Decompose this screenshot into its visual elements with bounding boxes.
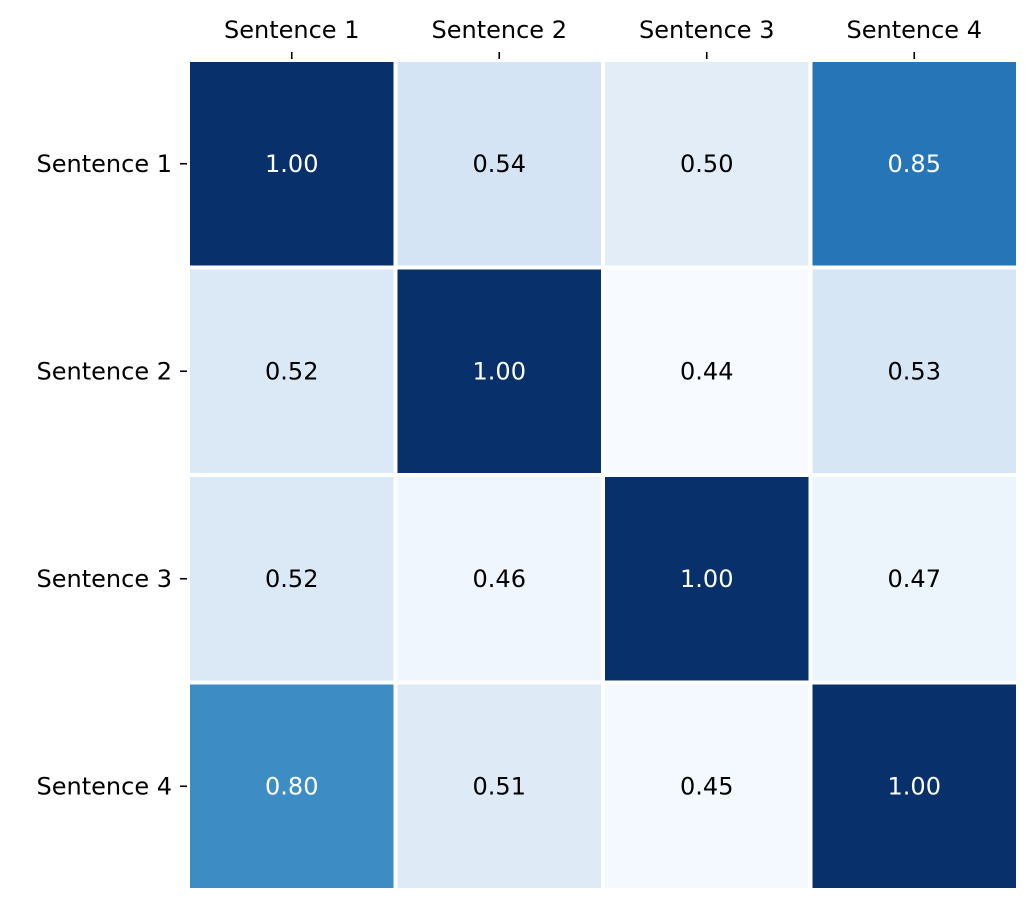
heatmap-cell-r2-c1 xyxy=(190,269,394,473)
cell-value-label-r1-c4: 0.85 xyxy=(888,150,941,178)
heatmap-cell-r2-c3 xyxy=(605,269,809,473)
cell-value-label-r4-c3: 0.45 xyxy=(680,772,733,800)
heatmap-cell-r4-c4 xyxy=(812,684,1016,888)
cell-value-label-r1-c2: 0.54 xyxy=(473,150,526,178)
y-tick-label-3: Sentence 3 xyxy=(37,565,172,593)
x-tick-label-4: Sentence 4 xyxy=(847,16,982,44)
heatmap-cell-r1-c3 xyxy=(605,62,809,266)
heatmap-cell-labels: 1.00 0.54 0.50 0.85 0.52 1.00 0.44 0.53 0.52 0.46… xyxy=(265,150,941,801)
cell-value-label-r2-c2: 1.00 xyxy=(473,357,526,385)
heatmap-cell-r1-c1 xyxy=(190,62,394,266)
cell-value-label-r4-c2: 0.51 xyxy=(473,772,526,800)
heatmap-cell-r3-c4 xyxy=(812,477,1016,681)
heatmap-cell-r3-c3 xyxy=(605,477,809,681)
x-tick-label-3: Sentence 3 xyxy=(639,16,774,44)
cell-value-label-r4-c4: 1.00 xyxy=(888,772,941,800)
x-axis: Sentence 1 Sentence 2 Sentence 3 Sentence 4 xyxy=(224,16,982,59)
cell-value-label-r2-c4: 0.53 xyxy=(888,357,941,385)
cell-value-label-r2-c1: 0.52 xyxy=(265,357,318,385)
cell-value-label-r1-c3: 0.50 xyxy=(680,150,733,178)
x-tick-label-2: Sentence 2 xyxy=(432,16,567,44)
heatmap-cells xyxy=(190,62,1016,888)
y-tick-label-2: Sentence 2 xyxy=(37,357,172,385)
y-tick-label-4: Sentence 4 xyxy=(37,772,172,800)
heatmap-cell-r2-c2 xyxy=(397,269,601,473)
heatmap-cell-r1-c2 xyxy=(397,62,601,266)
heatmap-cell-r4-c1 xyxy=(190,684,394,888)
heatmap-cell-r3-c2 xyxy=(397,477,601,681)
heatmap-cell-r3-c1 xyxy=(190,477,394,681)
heatmap-cell-r1-c4 xyxy=(812,62,1016,266)
cell-value-label-r4-c1: 0.80 xyxy=(265,772,318,800)
cell-value-label-r1-c1: 1.00 xyxy=(265,150,318,178)
heatmap-cell-r4-c2 xyxy=(397,684,601,888)
heatmap-cell-r2-c4 xyxy=(812,269,1016,473)
heatmap-cell-r4-c3 xyxy=(605,684,809,888)
cell-value-label-r3-c2: 0.46 xyxy=(473,565,526,593)
y-tick-label-1: Sentence 1 xyxy=(37,150,172,178)
y-axis: Sentence 1 Sentence 2 Sentence 3 Sentence 4 xyxy=(37,150,187,800)
cell-value-label-r2-c3: 0.44 xyxy=(680,357,733,385)
x-tick-label-1: Sentence 1 xyxy=(224,16,359,44)
cell-value-label-r3-c4: 0.47 xyxy=(888,565,941,593)
cell-value-label-r3-c1: 0.52 xyxy=(265,565,318,593)
cell-value-label-r3-c3: 1.00 xyxy=(680,565,733,593)
